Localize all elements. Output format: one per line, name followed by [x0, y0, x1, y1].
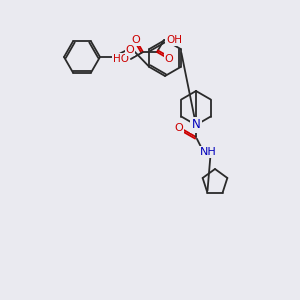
Text: N: N: [192, 118, 200, 131]
Text: O: O: [175, 123, 183, 133]
Text: HO: HO: [113, 54, 129, 64]
Text: OH: OH: [166, 35, 182, 45]
Text: O: O: [126, 45, 134, 55]
Text: O: O: [132, 35, 140, 45]
Text: O: O: [165, 54, 173, 64]
Text: NH: NH: [200, 147, 216, 157]
